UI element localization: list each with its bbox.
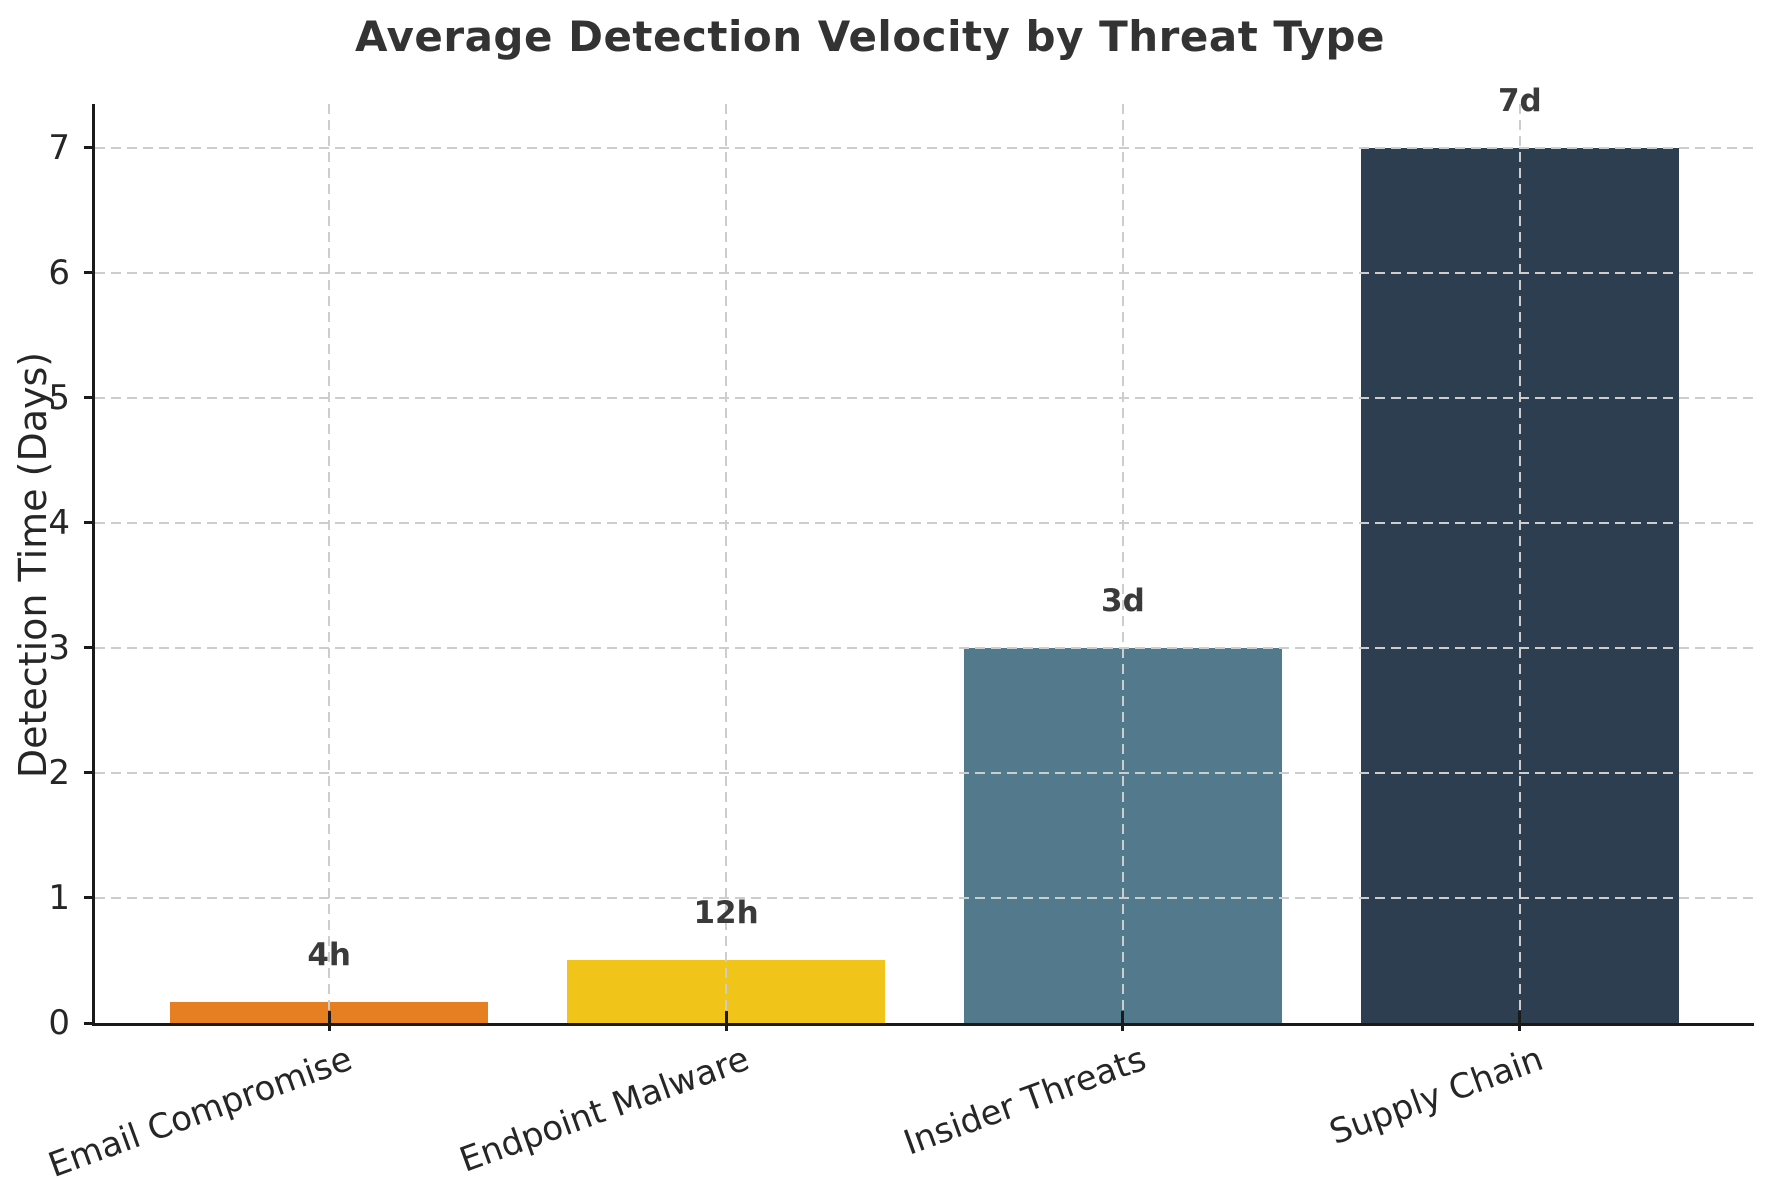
y-tick-label: 7 bbox=[48, 127, 70, 168]
gridline-horizontal bbox=[95, 396, 1754, 399]
bar-value-label: 7d bbox=[1497, 82, 1542, 119]
y-tick-mark bbox=[84, 271, 95, 275]
y-tick-label: 5 bbox=[48, 377, 70, 418]
bar-value-label: 12h bbox=[693, 895, 759, 932]
x-tick-mark bbox=[1121, 1011, 1125, 1031]
gridline-vertical bbox=[725, 104, 728, 1023]
y-tick-mark bbox=[84, 521, 95, 525]
gridline-horizontal bbox=[95, 646, 1754, 649]
y-tick-mark bbox=[84, 396, 95, 400]
bar-value-label: 3d bbox=[1101, 582, 1145, 619]
y-tick-label: 2 bbox=[48, 752, 70, 793]
chart-title: Average Detection Velocity by Threat Typ… bbox=[354, 12, 1386, 61]
y-tick-mark bbox=[84, 1021, 95, 1025]
y-axis-spine bbox=[92, 104, 95, 1026]
y-tick-mark bbox=[84, 771, 95, 775]
x-tick-mark bbox=[327, 1011, 331, 1031]
gridline-horizontal bbox=[95, 146, 1754, 149]
gridline-horizontal bbox=[95, 521, 1754, 524]
y-tick-label: 3 bbox=[48, 627, 70, 668]
y-tick-label: 4 bbox=[48, 502, 70, 543]
gridline-vertical bbox=[1518, 104, 1521, 1023]
x-tick-label: Email Compromise bbox=[43, 1038, 358, 1180]
gridline-horizontal bbox=[95, 771, 1754, 774]
y-tick-label: 6 bbox=[48, 252, 70, 293]
x-tick-mark bbox=[724, 1011, 728, 1031]
gridline-vertical bbox=[328, 104, 331, 1023]
y-tick-label: 0 bbox=[48, 1003, 70, 1043]
x-axis-spine bbox=[92, 1023, 1754, 1026]
x-tick-mark bbox=[1518, 1011, 1522, 1031]
y-tick-mark bbox=[84, 646, 95, 650]
gridline-horizontal bbox=[95, 896, 1754, 899]
bar-value-label: 4h bbox=[307, 937, 351, 974]
y-tick-mark bbox=[84, 896, 95, 900]
gridline-vertical bbox=[1121, 104, 1124, 1023]
gridline-horizontal bbox=[95, 271, 1754, 274]
y-tick-mark bbox=[84, 146, 95, 150]
y-tick-label: 1 bbox=[48, 877, 70, 918]
